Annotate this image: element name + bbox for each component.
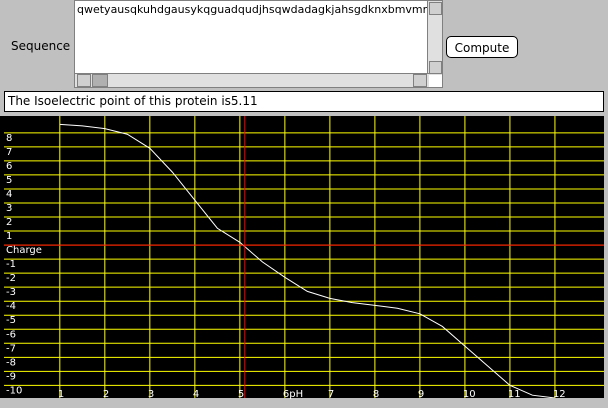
scroll-right[interactable] <box>413 74 427 87</box>
x-tick-label: 9 <box>418 389 424 400</box>
y-tick-label: -6 <box>6 329 16 340</box>
y-tick-label: 8 <box>6 133 12 144</box>
scroll-left[interactable] <box>77 74 91 87</box>
y-tick-label: Charge <box>6 245 42 256</box>
sequence-label: Sequence <box>11 39 71 53</box>
x-tick-label: 4 <box>193 389 199 400</box>
y-tick-label: 1 <box>6 231 12 242</box>
y-tick-label: -1 <box>6 259 16 270</box>
compute-button[interactable]: Compute <box>446 36 518 58</box>
x-tick-label: 1 <box>58 389 64 400</box>
y-tick-label: 4 <box>6 189 12 200</box>
y-tick-label: -7 <box>6 343 16 354</box>
y-tick-label: -8 <box>6 357 16 368</box>
x-tick-label: 10 <box>463 389 476 400</box>
scroll-up[interactable] <box>429 2 442 15</box>
y-tick-label: -5 <box>6 315 16 326</box>
x-tick-label: 2 <box>103 389 109 400</box>
plot-area <box>0 116 604 398</box>
y-tick-label: -4 <box>6 301 16 312</box>
y-tick-label: 5 <box>6 175 12 186</box>
scroll-thumb[interactable] <box>92 74 108 87</box>
y-tick-label: -3 <box>6 287 16 298</box>
y-tick-label: 7 <box>6 147 12 158</box>
x-tick-label: 11 <box>508 389 521 400</box>
x-tick-label: 5 <box>238 389 244 400</box>
sequence-input[interactable]: qwetyausqkuhdgausykqguadqudjhsqwdadagkja… <box>74 0 443 88</box>
y-tick-label: 2 <box>6 217 12 228</box>
result-text: The Isoelectric point of this protein is <box>8 94 231 108</box>
vertical-scrollbar[interactable] <box>427 1 442 75</box>
result-value: 5.11 <box>230 94 258 108</box>
y-tick-label: -2 <box>6 273 16 284</box>
y-tick-label: 3 <box>6 203 12 214</box>
x-tick-label: 8 <box>373 389 379 400</box>
x-tick-label: 12 <box>553 389 566 400</box>
x-tick-label: 3 <box>148 389 154 400</box>
scroll-down[interactable] <box>429 61 442 74</box>
horizontal-scrollbar[interactable] <box>75 73 429 87</box>
x-tick-label: 7 <box>328 389 334 400</box>
x-tick-label: 6pH <box>283 389 303 400</box>
sequence-text: qwetyausqkuhdgausykqguadqudjhsqwdadagkja… <box>77 3 429 16</box>
charge-curve <box>59 123 555 398</box>
result-field: The Isoelectric point of this protein is… <box>4 91 604 112</box>
y-tick-label: 6 <box>6 161 12 172</box>
y-tick-label: -9 <box>6 371 16 382</box>
y-tick-label: -10 <box>6 385 22 396</box>
